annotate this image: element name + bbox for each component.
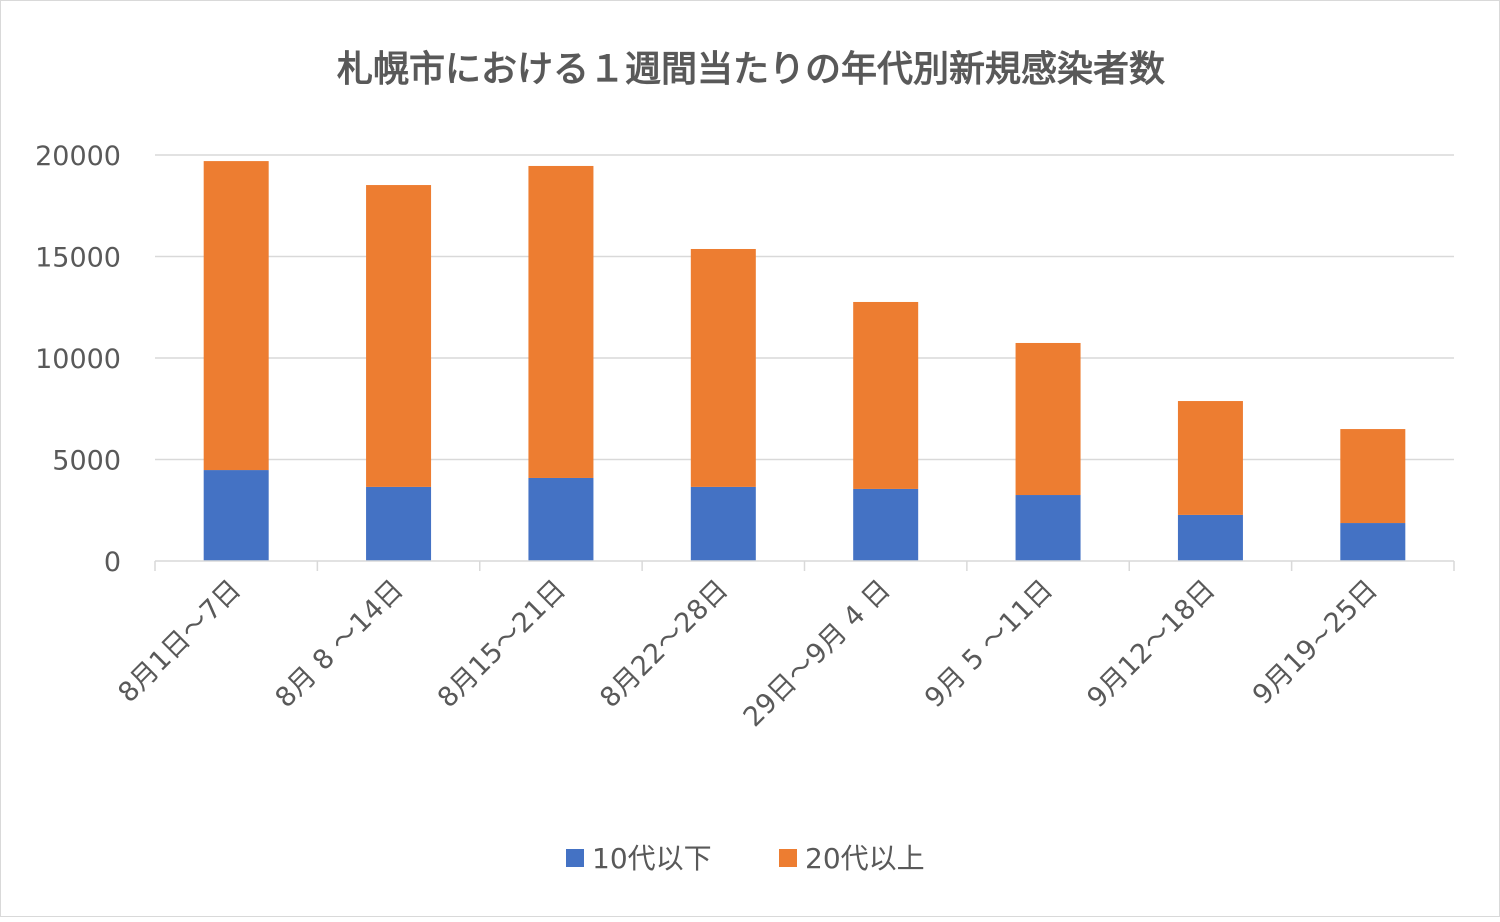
bar-under-10s (528, 477, 594, 561)
y-tick-label: 15000 (35, 243, 121, 274)
bar-20s-and-over (528, 165, 594, 478)
bar-20s-and-over (1340, 429, 1406, 524)
bar-20s-and-over (853, 301, 919, 489)
bar-under-10s (366, 486, 432, 561)
y-tick-label: 10000 (35, 344, 121, 375)
x-tick-label: 8月1日～7日 (112, 574, 247, 709)
bar-under-10s (203, 470, 269, 561)
bar-20s-and-over (690, 248, 756, 487)
legend-swatch (566, 849, 584, 867)
legend-item: 20代以上 (779, 842, 925, 875)
legend-swatch (779, 849, 797, 867)
y-tick-label: 20000 (35, 141, 121, 172)
bar-under-10s (1340, 523, 1406, 561)
x-tick-label: 8月22～28日 (594, 574, 734, 714)
chart-title: 札幌市における１週間当たりの年代別新規感染者数 (337, 49, 1165, 90)
bar-under-10s (1015, 495, 1081, 561)
x-tick-label: 9月19~25日 (1247, 574, 1384, 711)
y-tick-label: 0 (104, 547, 121, 578)
legend-label: 10代以下 (592, 842, 712, 875)
bar-20s-and-over (1015, 342, 1081, 496)
bar-under-10s (853, 488, 919, 561)
x-tick-label: 8月15～21日 (432, 574, 572, 714)
legend-item: 10代以下 (566, 842, 712, 875)
x-tick-label: 9月12～18日 (1081, 574, 1221, 714)
x-tick-label: 9月 5 ～11日 (919, 574, 1059, 714)
legend-label: 20代以上 (805, 842, 925, 875)
bar-20s-and-over (203, 161, 269, 471)
x-tick-label: 8月 8 ～14日 (270, 574, 410, 714)
y-tick-label: 5000 (52, 446, 121, 477)
bar-under-10s (690, 486, 756, 561)
legend: 10代以下 20代以上 (566, 842, 925, 875)
x-tick-label: 29日～9月 4 日 (738, 574, 897, 733)
gridlines (155, 154, 1454, 461)
bar-under-10s (1177, 514, 1243, 561)
bar-20s-and-over (1177, 401, 1243, 515)
bar-20s-and-over (366, 185, 432, 487)
bars (203, 161, 1406, 561)
